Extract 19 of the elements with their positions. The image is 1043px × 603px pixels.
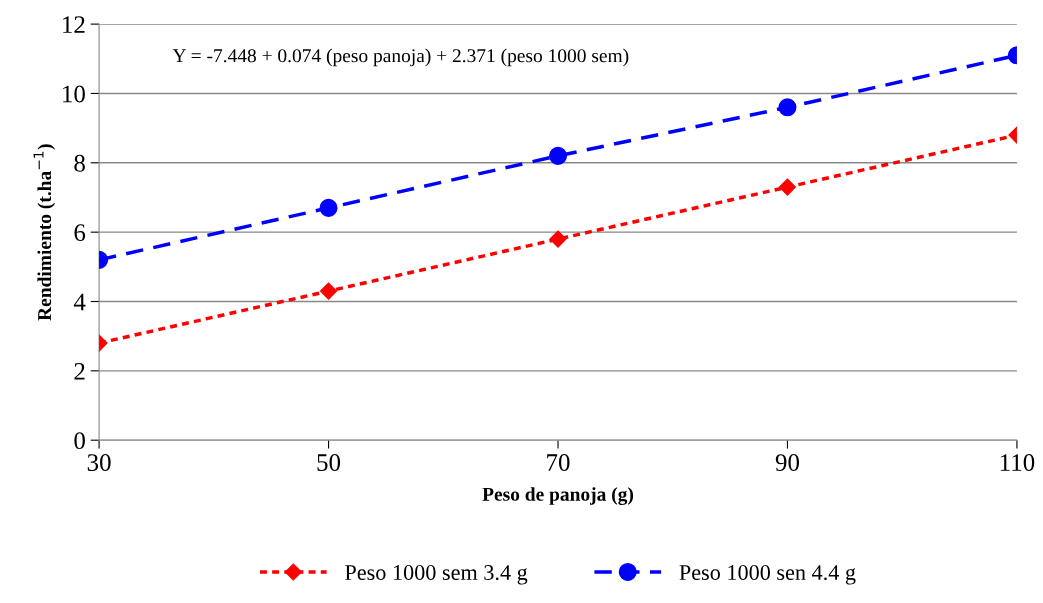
x-tick-label: 50 (317, 454, 341, 471)
y-tick-label: 12 (63, 16, 85, 33)
y-tick-label: 8 (74, 154, 85, 172)
y-tick-label: 10 (63, 85, 85, 103)
legend-label: Peso 1000 sen 4.4 g (679, 564, 856, 585)
x-tick-label: 90 (775, 454, 800, 471)
y-tick-label: 2 (74, 362, 85, 380)
x-tick-label: 110 (1000, 454, 1035, 471)
point (548, 146, 568, 165)
legend-label: Peso 1000 sem 3.4 g (345, 564, 528, 585)
x-tick-label: 30 (87, 454, 111, 471)
y-axis-title: Rendimiento (t.ha$^{−1}$) (33, 144, 56, 321)
x-axis-title: Peso de panoja (g) (482, 487, 634, 505)
annotation: Y = -7.448 + 0.074 (peso panoja) + 2.371 (peso 1000 sem) (172, 48, 629, 67)
x-tick-label: 70 (547, 454, 570, 471)
point (549, 230, 567, 248)
y-tick-label: 4 (73, 293, 86, 311)
y-tick-label: 6 (74, 224, 86, 242)
y-tick-label: 0 (74, 432, 85, 450)
